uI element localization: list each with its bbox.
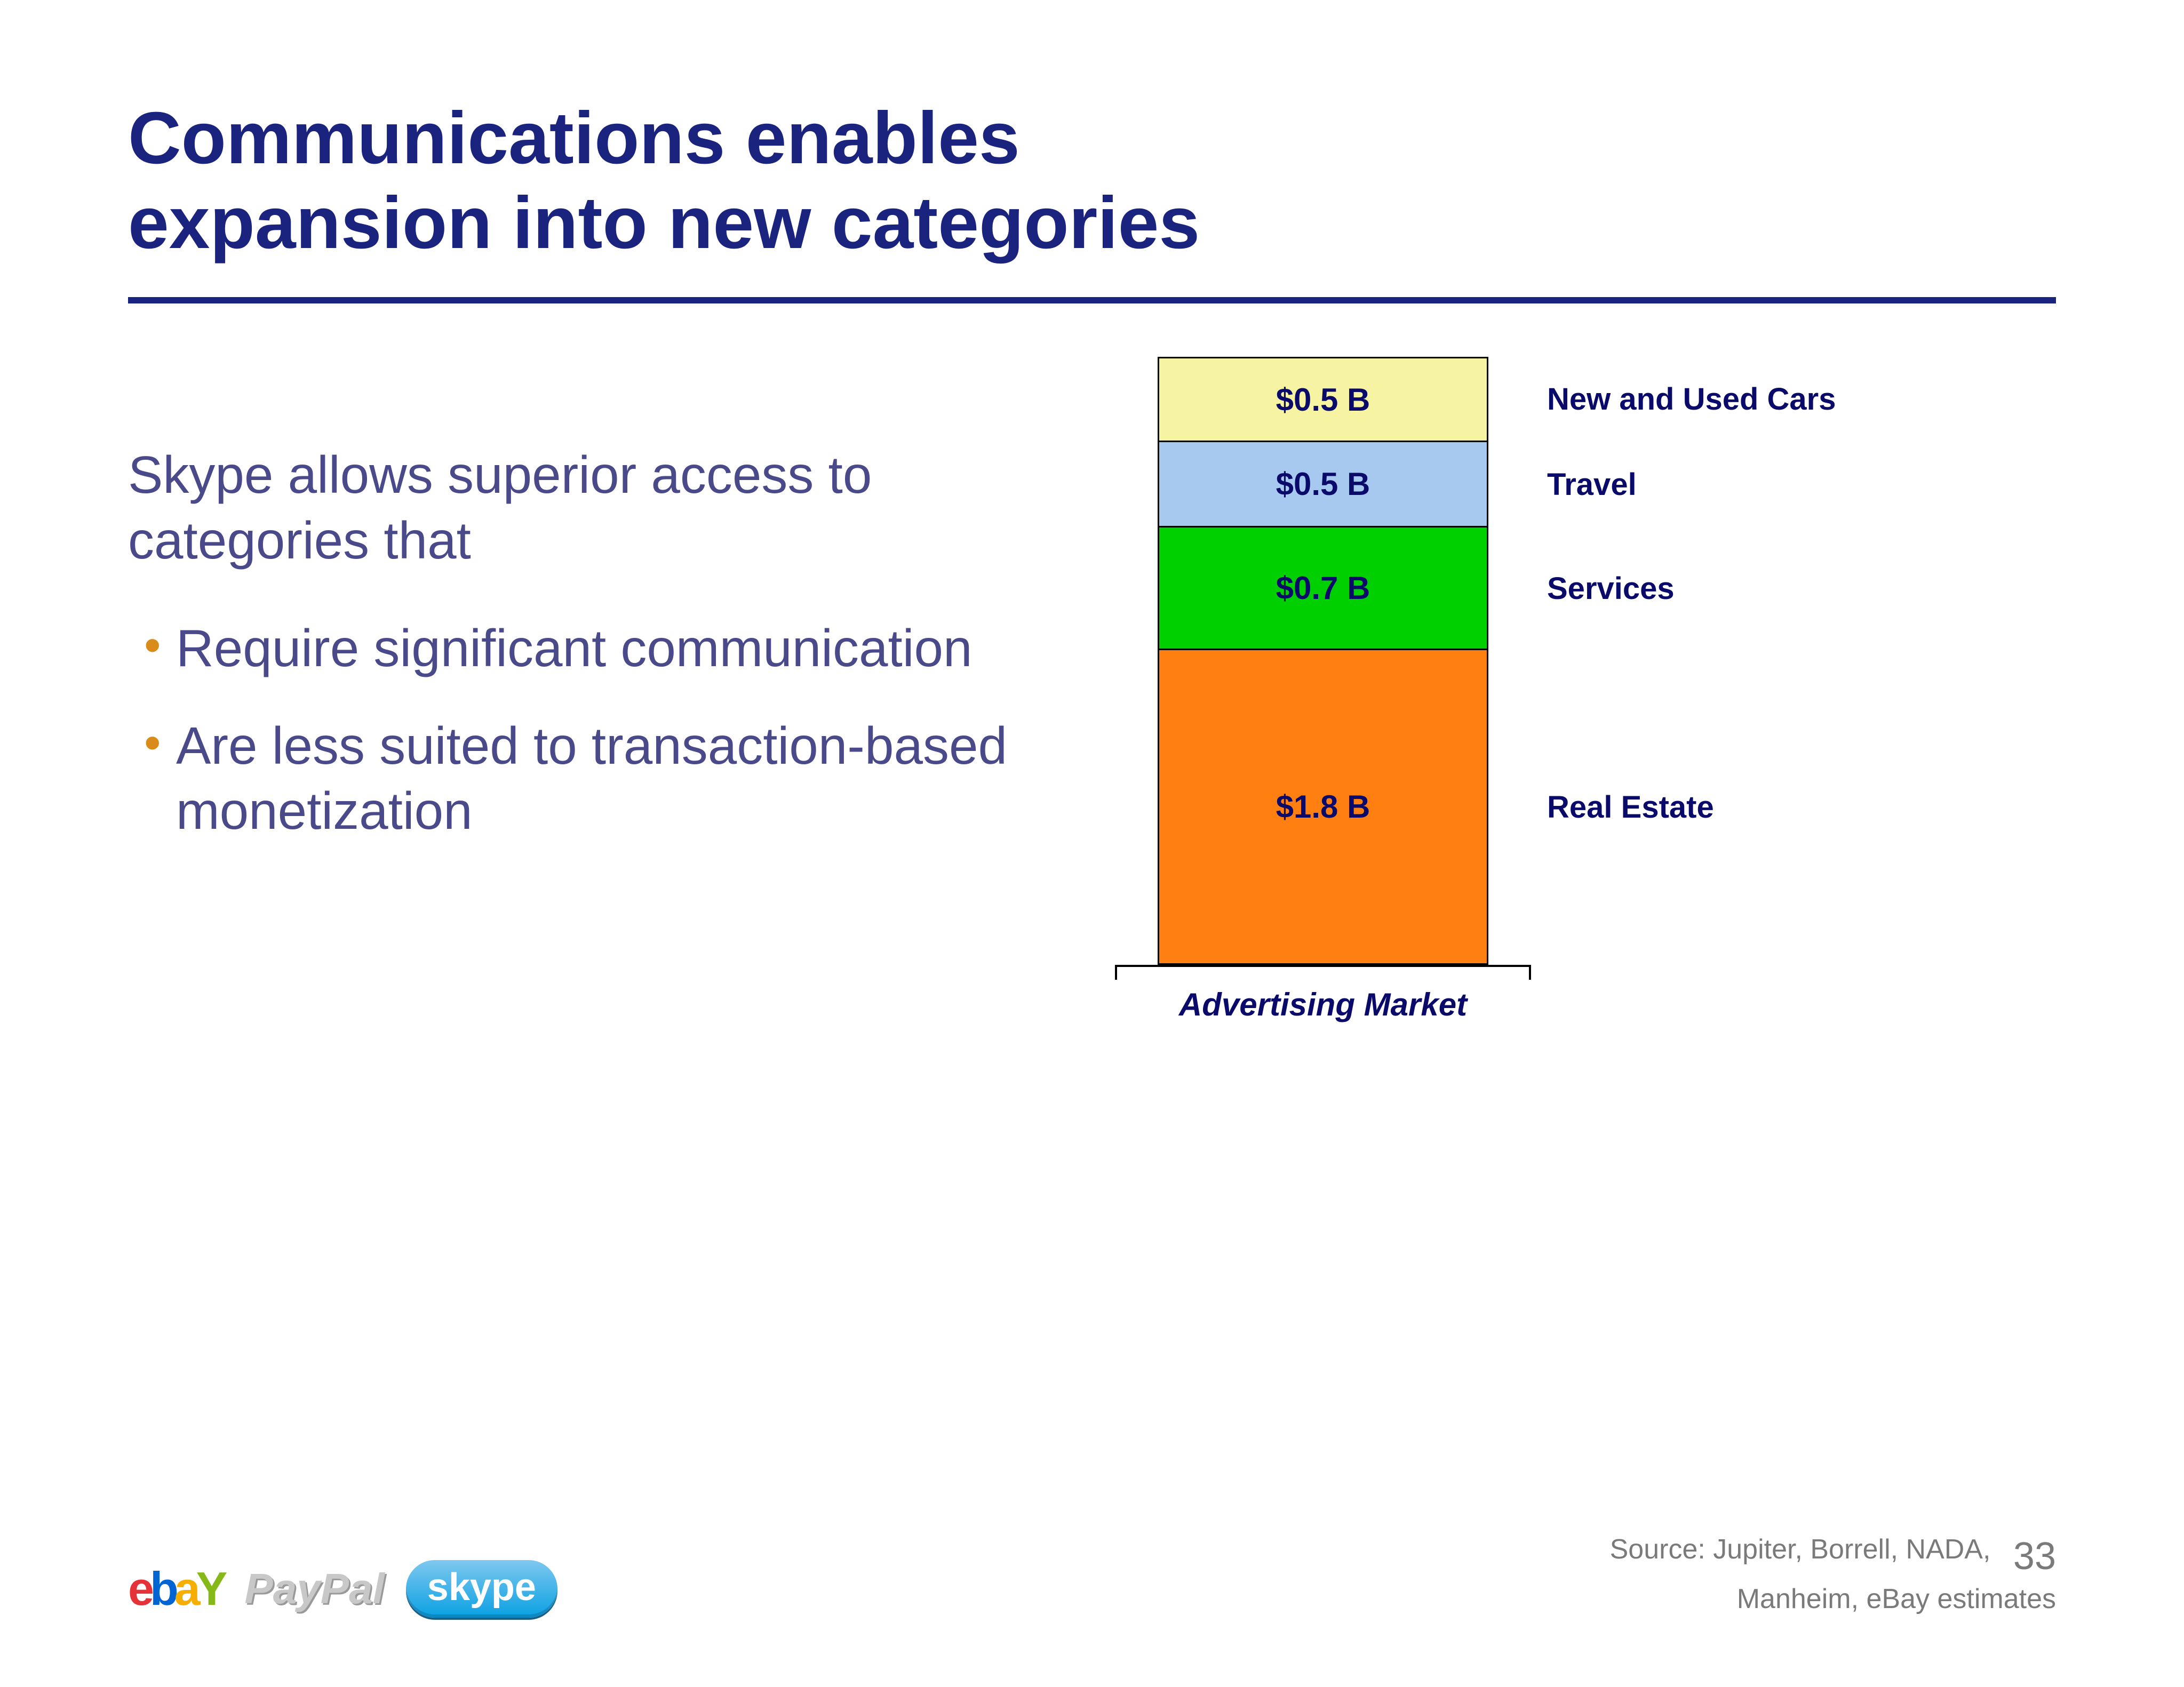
bar-segment: $1.8 B <box>1158 650 1488 965</box>
text-column: Skype allows superior access to categori… <box>128 442 1035 876</box>
bar-segment: $0.7 B <box>1158 527 1488 650</box>
axis-tick <box>1529 965 1531 980</box>
axis-tick <box>1115 965 1117 980</box>
chart-title: Advertising Market <box>1179 986 1467 1023</box>
chart-segment-row: $0.5 B New and Used Cars <box>1131 357 1984 442</box>
skype-logo: skype <box>406 1560 557 1618</box>
bar-segments: $0.5 B New and Used Cars $0.5 B Travel $0.7 … <box>1131 357 1984 965</box>
segment-label: Services <box>1515 571 1984 607</box>
slide-footer: ebaY PayPal skype Source: Jupiter, Borre… <box>128 1532 2056 1618</box>
chart-column: $0.5 BNew and Used Cars$0.5 BTravel$0.7 … <box>1099 442 2056 876</box>
logo-strip: ebaY PayPal skype <box>128 1560 557 1618</box>
chart-title-row: Advertising Market <box>1131 967 1984 1023</box>
segment-label: New and Used Cars <box>1515 382 1984 418</box>
chart-segment-row: $1.8 B Real Estate <box>1131 650 1984 965</box>
content-area: Skype allows superior access to categori… <box>128 442 2056 876</box>
slide: Communications enables expansion into ne… <box>0 0 2184 1687</box>
segment-label: Real Estate <box>1515 790 1984 826</box>
stacked-bar-chart: $0.5 B New and Used Cars $0.5 B Travel $0.7 … <box>1131 357 1984 1023</box>
title-line-2: expansion into new categories <box>128 182 1200 264</box>
slide-title: Communications enables expansion into ne… <box>128 96 2056 265</box>
source-citation: Source: Jupiter, Borrell, NADA, 33 Manhe… <box>1610 1532 2056 1618</box>
chart-segment-row: $0.5 B Travel <box>1131 442 1984 527</box>
bullet-item-1: Require significant communication <box>176 615 1035 681</box>
paypal-logo: PayPal <box>244 1564 384 1613</box>
ebay-logo: ebaY <box>128 1562 223 1616</box>
title-line-1: Communications enables <box>128 97 1020 179</box>
source-line-1: Source: Jupiter, Borrell, NADA, <box>1610 1534 1991 1565</box>
bullet-item-2: Are less suited to transaction-based mon… <box>176 713 1035 844</box>
bar-segment: $0.5 B <box>1158 442 1488 527</box>
page-number: 33 <box>2013 1535 2056 1578</box>
source-line-2: Manheim, eBay estimates <box>1737 1584 2056 1614</box>
chart-segment-row: $0.7 B Services <box>1131 527 1984 650</box>
bar-segment: $0.5 B <box>1158 357 1488 442</box>
bullet-list: Require significant communication Are le… <box>128 615 1035 844</box>
x-axis <box>1115 965 1531 967</box>
segment-label: Travel <box>1515 467 1984 503</box>
title-divider <box>128 297 2056 303</box>
lead-paragraph: Skype allows superior access to categori… <box>128 442 1035 573</box>
